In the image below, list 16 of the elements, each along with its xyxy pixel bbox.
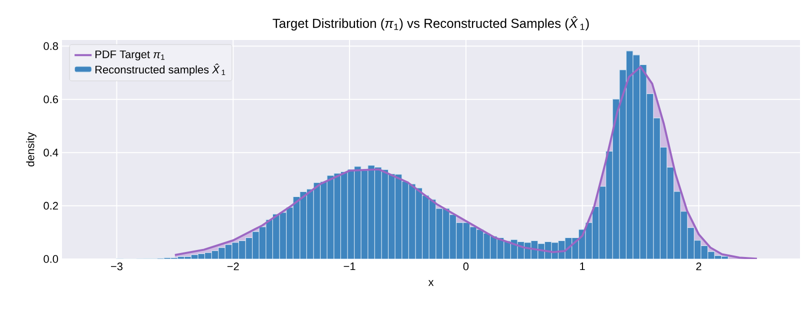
- x-tick-label: 1: [580, 262, 585, 270]
- y-tick-label: 0.0: [44, 255, 58, 263]
- x-tick-label: 0: [463, 262, 469, 270]
- x-axis-title: x: [428, 280, 434, 286]
- x-tick-label: −2: [227, 262, 239, 270]
- y-tick-label: 0.2: [44, 202, 58, 210]
- x-tick-label: −1: [344, 262, 356, 270]
- y-tick-label: 0.8: [44, 42, 58, 50]
- legend-label: PDF Target π$_{1}$: [95, 50, 164, 60]
- x-tick-label: −3: [111, 262, 122, 270]
- y-tick-label: 0.6: [44, 95, 58, 104]
- legend-label: Reconstructed samples X̂$_{1}$: [95, 64, 226, 76]
- y-tick-label: 0.4: [44, 148, 58, 156]
- x-tick-label: 2: [696, 262, 702, 270]
- y-axis-title: density: [26, 132, 36, 166]
- chart-title: Target Distribution (π$_{1}$) vs Reconstructed Samples (X̂$_{1}$): [272, 16, 589, 31]
